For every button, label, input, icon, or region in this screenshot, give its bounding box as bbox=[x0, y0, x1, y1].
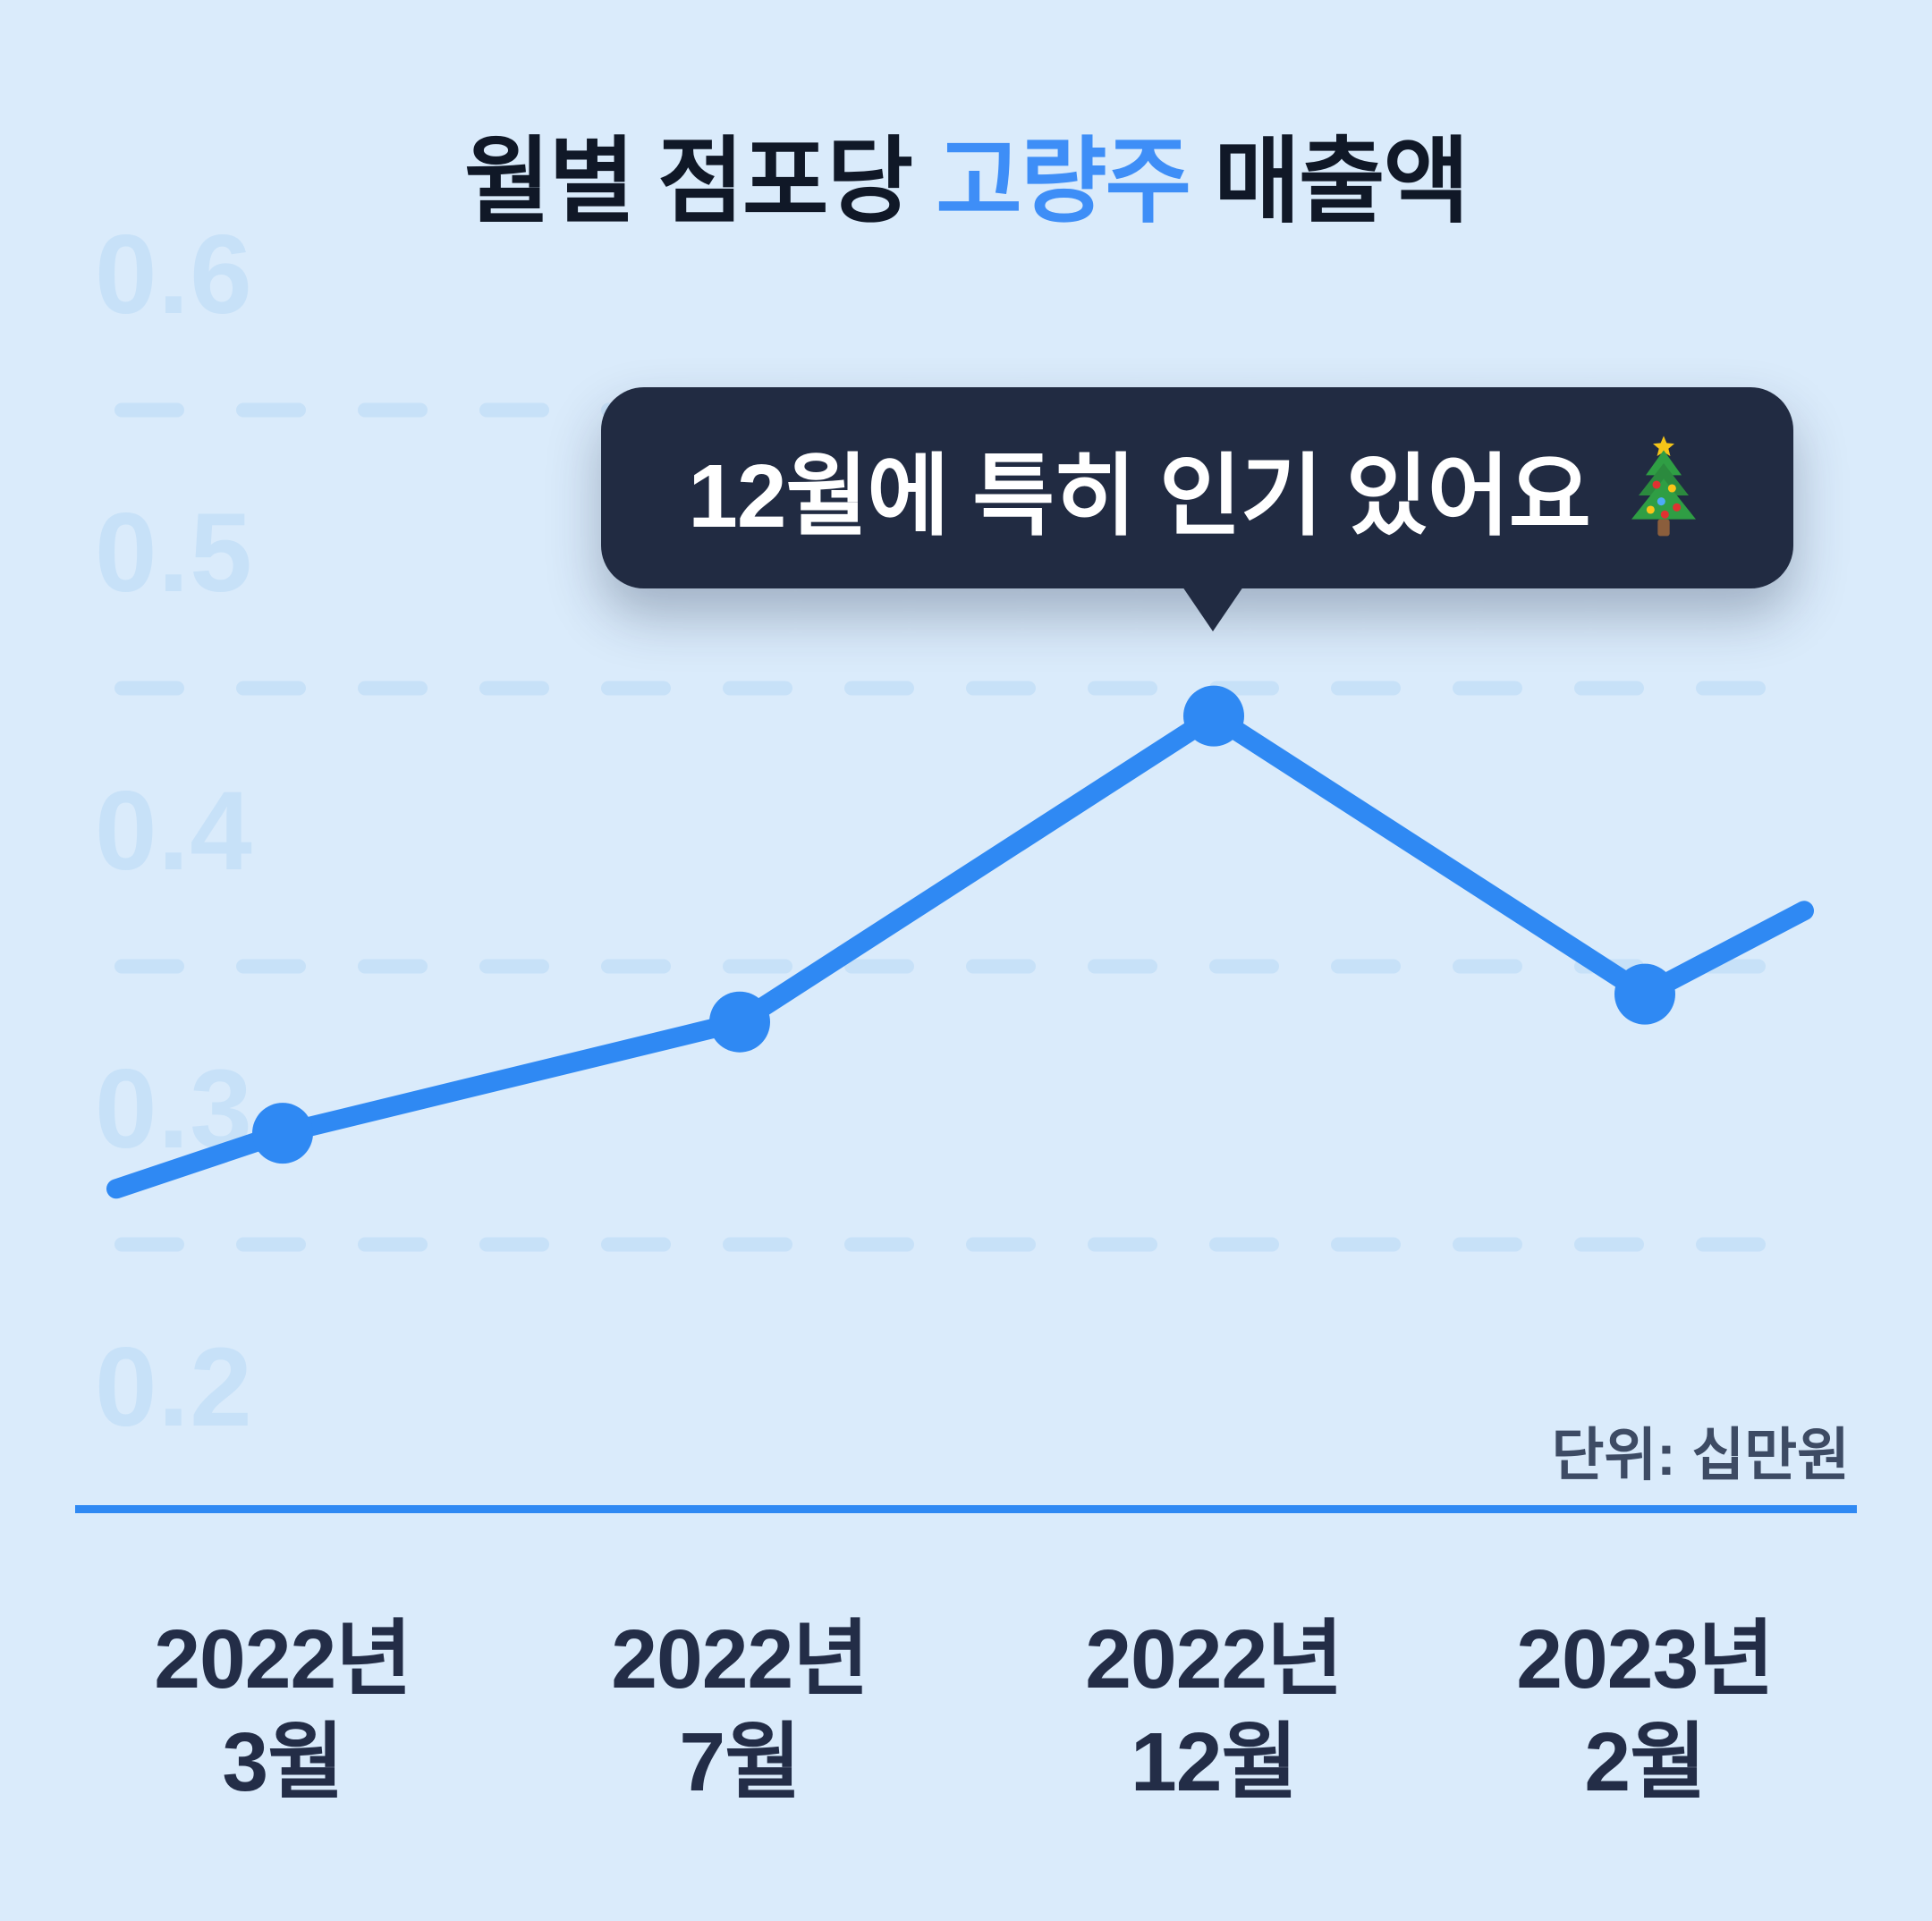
chart-title-prefix: 월별 점포당 bbox=[463, 130, 936, 234]
x-label-month: 3월 bbox=[222, 1715, 343, 1808]
x-label-year: 2023년 bbox=[1516, 1612, 1774, 1705]
tooltip-tail bbox=[1182, 587, 1243, 631]
chart-title-suffix: 매출액 bbox=[1190, 130, 1470, 234]
x-label-month: 7월 bbox=[679, 1715, 801, 1808]
data-point-4 bbox=[1614, 963, 1675, 1025]
unit-label: 단위: 십만원 bbox=[1551, 1423, 1851, 1487]
data-point-1 bbox=[252, 1103, 313, 1164]
chart-title-highlight: 고량주 bbox=[936, 130, 1191, 234]
x-axis-label-3: 2022년 12월 bbox=[1085, 1608, 1343, 1814]
x-label-year: 2022년 bbox=[1085, 1612, 1343, 1705]
tooltip-text: 12월에 특히 인기 있어요 bbox=[688, 446, 1591, 546]
x-label-month: 2월 bbox=[1584, 1715, 1706, 1808]
y-tick-label: 0.4 bbox=[95, 769, 253, 893]
x-axis-label-1: 2022년 3월 bbox=[154, 1608, 411, 1814]
x-axis-label-2: 2022년 7월 bbox=[611, 1608, 869, 1814]
sales-line bbox=[106, 706, 1814, 1199]
chart-title: 월별 점포당 고량주 매출액 bbox=[0, 106, 1932, 241]
christmas-tree-icon bbox=[1631, 435, 1696, 536]
y-tick-label: 0.6 bbox=[95, 213, 253, 337]
x-axis-label-4: 2023년 2월 bbox=[1516, 1608, 1774, 1814]
x-axis-line bbox=[75, 1505, 1857, 1513]
data-point-3 bbox=[1183, 685, 1244, 747]
x-label-month: 12월 bbox=[1130, 1715, 1298, 1808]
x-label-year: 2022년 bbox=[611, 1612, 869, 1705]
x-label-year: 2022년 bbox=[154, 1612, 411, 1705]
y-tick-label: 0.2 bbox=[95, 1325, 253, 1450]
data-point-2 bbox=[709, 991, 770, 1053]
y-tick-label: 0.5 bbox=[95, 491, 253, 615]
annotation-tooltip: 12월에 특히 인기 있어요 bbox=[601, 387, 1793, 631]
